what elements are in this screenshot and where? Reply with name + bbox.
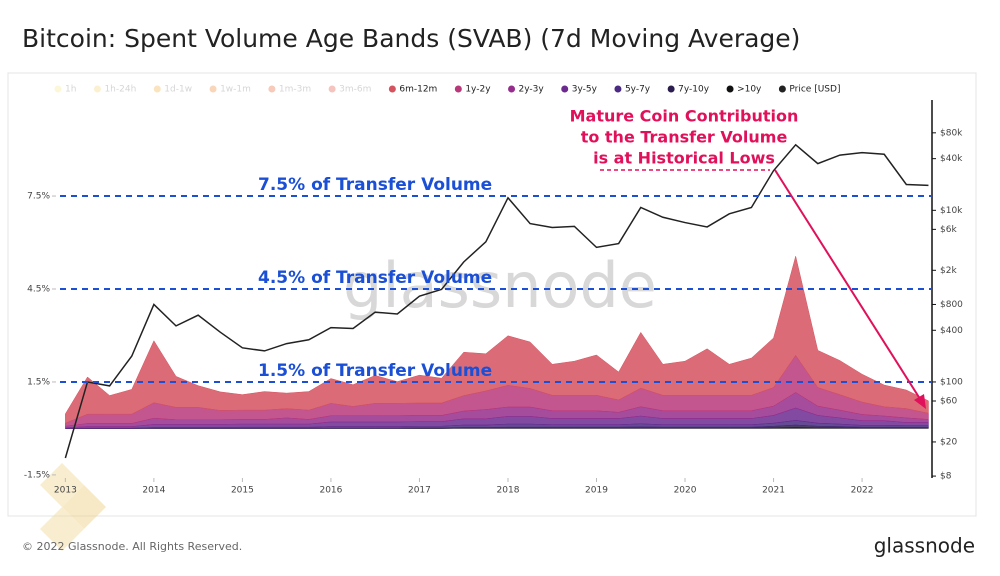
x-tick-label: 2021 <box>762 486 785 496</box>
y2-tick-label: $2k <box>940 266 957 276</box>
legend-label[interactable]: 3y-5y <box>572 85 598 95</box>
x-tick-label: 2017 <box>408 486 431 496</box>
y2-tick-label: $400 <box>940 326 963 336</box>
y2-tick-label: $10k <box>940 206 963 216</box>
legend-item[interactable]: 2y-3y <box>508 85 544 95</box>
legend-item[interactable]: 1h-24h <box>93 85 136 95</box>
legend-label[interactable]: 1h <box>65 85 76 95</box>
legend-label[interactable]: 1w-1m <box>220 85 251 95</box>
legend-swatch <box>508 85 516 93</box>
legend-swatch <box>54 85 62 93</box>
annotation-text: is at Historical Lows <box>593 149 775 168</box>
legend-item[interactable]: 1d-1w <box>153 85 192 95</box>
legend-label[interactable]: 5y-7y <box>625 85 651 95</box>
legend-item[interactable]: 1h <box>54 85 77 95</box>
y2-tick-label: $800 <box>940 300 963 310</box>
y2-tick-label: $6k <box>940 225 957 235</box>
legend-label[interactable]: 7y-10y <box>678 85 710 95</box>
x-tick-label: 2016 <box>319 486 342 496</box>
legend-item[interactable]: 7y-10y <box>667 85 710 95</box>
legend-label[interactable]: 2y-3y <box>519 85 545 95</box>
y2-tick-label: $80k <box>940 128 963 138</box>
legend-swatch <box>268 85 276 93</box>
copyright: © 2022 Glassnode. All Rights Reserved. <box>22 540 242 553</box>
y-tick-label: 7.5% <box>27 192 50 202</box>
legend-swatch <box>388 85 396 93</box>
y-tick-label: 4.5% <box>27 285 50 295</box>
y2-tick-label: $8 <box>940 472 952 482</box>
y2-tick-label: $20 <box>940 437 957 447</box>
legend-item[interactable]: 3y-5y <box>561 85 598 95</box>
legend-label[interactable]: Price [USD] <box>789 85 840 95</box>
brand: glassnode <box>874 534 975 558</box>
legend-label[interactable]: 1d-1w <box>164 85 192 95</box>
reference-label: 7.5% of Transfer Volume <box>258 175 492 195</box>
x-tick-label: 2018 <box>497 486 520 496</box>
legend-item[interactable]: 1w-1m <box>209 85 251 95</box>
price-line <box>64 143 929 459</box>
x-tick-label: 2013 <box>54 486 77 496</box>
legend-label[interactable]: 1h-24h <box>104 85 136 95</box>
legend-swatch <box>153 85 161 93</box>
legend-item[interactable]: 5y-7y <box>614 85 651 95</box>
legend-swatch <box>328 85 336 93</box>
legend-item[interactable]: 1y-2y <box>454 85 491 95</box>
legend-swatch <box>614 85 622 93</box>
annotation-text: to the Transfer Volume <box>581 128 788 147</box>
annotation-arrowhead <box>914 394 926 409</box>
watermark: glassnode <box>343 249 657 322</box>
x-tick-label: 2015 <box>231 486 254 496</box>
legend-swatch <box>93 85 101 93</box>
annotation-text: Mature Coin Contribution <box>570 107 799 126</box>
chart-title: Bitcoin: Spent Volume Age Bands (SVAB) (… <box>22 24 800 53</box>
legend-item[interactable]: Price [USD] <box>778 85 841 95</box>
legend-swatch <box>561 85 569 93</box>
annotation-arrow <box>774 169 923 403</box>
reference-label: 1.5% of Transfer Volume <box>258 361 492 381</box>
x-tick-label: 2014 <box>142 486 165 496</box>
legend-item[interactable]: 1m-3m <box>268 85 311 95</box>
legend-label[interactable]: 1y-2y <box>465 85 491 95</box>
legend-item[interactable]: 3m-6m <box>328 85 372 95</box>
corner-logo <box>40 463 106 551</box>
legend-item[interactable]: 6m-12m <box>388 85 437 95</box>
legend-label[interactable]: 3m-6m <box>339 85 371 95</box>
y-tick-label: -1.5% <box>24 470 51 480</box>
x-tick-label: 2019 <box>585 486 608 496</box>
legend-item[interactable]: >10y <box>726 85 762 95</box>
reference-label: 4.5% of Transfer Volume <box>258 268 492 288</box>
legend-swatch <box>454 85 462 93</box>
legend-swatch <box>778 85 786 93</box>
y-tick-label: 1.5% <box>27 377 50 387</box>
y2-tick-label: $60 <box>940 396 957 406</box>
chart-panel <box>7 72 977 517</box>
legend-label[interactable]: >10y <box>737 85 762 95</box>
legend-swatch <box>726 85 734 93</box>
y2-tick-label: $100 <box>940 377 963 387</box>
x-tick-label: 2022 <box>851 486 874 496</box>
y2-tick-label: $40k <box>940 154 963 164</box>
legend-label[interactable]: 1m-3m <box>279 85 311 95</box>
x-tick-label: 2020 <box>674 486 697 496</box>
legend-swatch <box>209 85 217 93</box>
legend-label[interactable]: 6m-12m <box>399 85 437 95</box>
legend-swatch <box>667 85 675 93</box>
